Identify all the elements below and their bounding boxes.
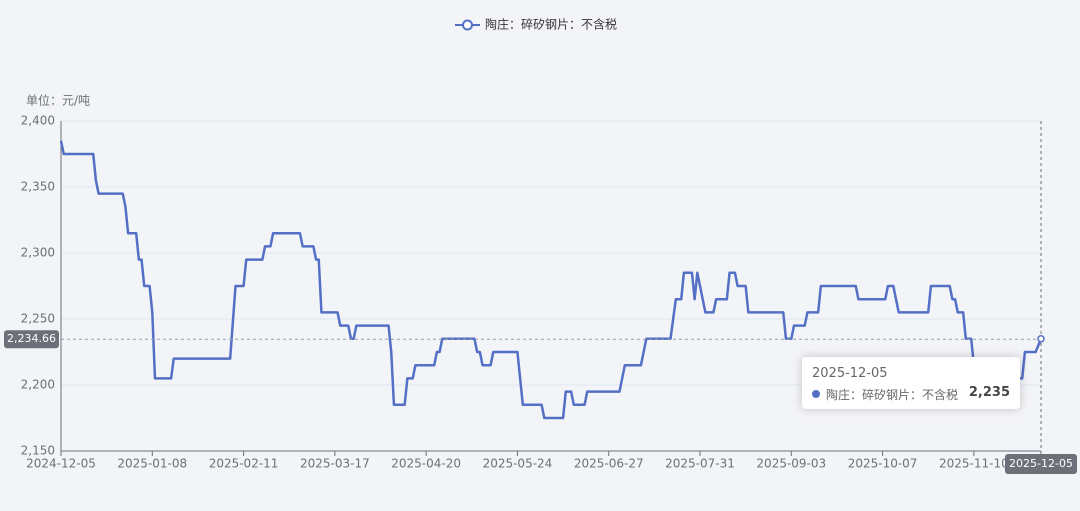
pointer-x-label: 2025-12-05	[1009, 457, 1073, 470]
x-tick-label: 2025-05-24	[483, 457, 553, 471]
y-axis-name: 单位：元/吨	[26, 93, 90, 108]
pointer-y-label-bg	[4, 330, 59, 349]
x-tick-label: 2025-06-27	[574, 457, 644, 471]
tooltip-series: 陶庄：碎矽钢片：不含税	[826, 388, 959, 402]
y-tick-label: 2,400	[21, 114, 55, 128]
tooltip: 2025-12-05 陶庄：碎矽钢片：不含税 2,235	[802, 357, 1020, 409]
x-tick-label: 2025-09-03	[756, 457, 826, 471]
legend-symbol	[462, 19, 473, 31]
y-tick-label: 2,300	[21, 246, 55, 260]
y-tick-label: 2,350	[21, 180, 55, 194]
y-tick-label: 2,200	[21, 378, 55, 392]
x-tick-label: 2025-02-11	[209, 457, 279, 471]
x-tick-label: 2025-04-20	[391, 457, 461, 471]
legend: 陶庄：碎矽钢片：不含税	[455, 17, 617, 32]
pointer-x-label-bg	[1005, 454, 1077, 474]
highlight-point	[1037, 335, 1045, 343]
y-tick-label: 2,250	[21, 312, 55, 326]
x-tick-label: 2025-07-31	[665, 457, 735, 471]
x-tick-label: 2025-03-17	[300, 457, 370, 471]
legend-label: 陶庄：碎矽钢片：不含税	[485, 17, 617, 32]
y-tick-label: 2,150	[21, 444, 55, 458]
tooltip-value: 2,235	[968, 385, 1010, 400]
x-tick-label: 2025-10-07	[848, 457, 918, 471]
tooltip-date: 2025-12-05	[812, 366, 888, 381]
x-tick-label: 2025-01-08	[117, 457, 187, 471]
pointer-y-label: 2,234.66	[7, 332, 56, 345]
tooltip-marker	[812, 390, 820, 398]
x-tick-label: 2024-12-05	[26, 457, 96, 471]
series-line	[59, 140, 1043, 420]
x-tick-label: 2025-11-10	[939, 457, 1009, 471]
